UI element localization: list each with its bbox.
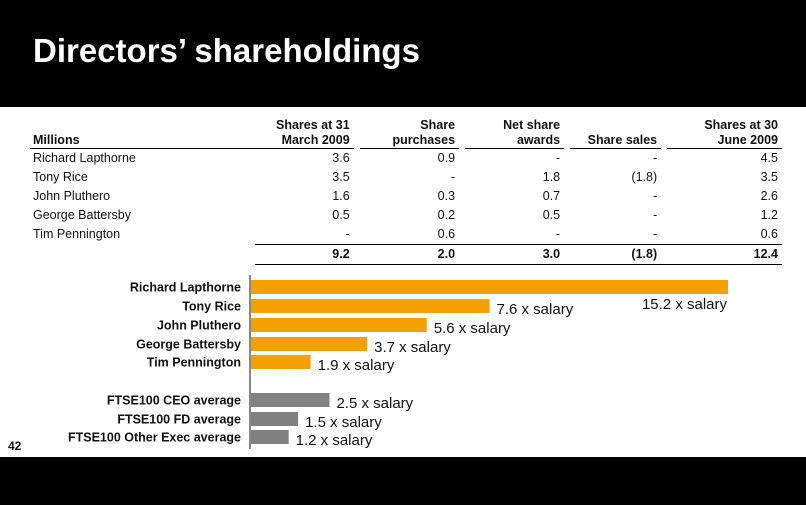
- bar: [251, 393, 330, 407]
- total-row-label: [30, 245, 255, 265]
- content-panel: Millions Shares at 31 March 2009 Share p…: [0, 107, 806, 457]
- bar-category-label: Tim Pennington: [147, 356, 241, 370]
- total-net-share-awards: 3.0: [464, 244, 565, 265]
- bar-category-label: Richard Lapthorne: [130, 281, 241, 295]
- bar: [251, 430, 289, 444]
- cell-shares-march: 3.5: [332, 170, 350, 184]
- cell-shares-june: 3.5: [760, 170, 778, 184]
- bar-category-label: John Pluthero: [157, 319, 241, 333]
- total-share-sales: (1.8): [569, 244, 662, 265]
- row-name: John Pluthero: [33, 189, 111, 203]
- bar-value-label: 7.6 x salary: [497, 301, 574, 318]
- total-share-purchases: 2.0: [359, 244, 460, 265]
- header-shares-june: Shares at 30 June 2009: [667, 116, 782, 149]
- cell-net-share-awards: 0.5: [542, 208, 561, 222]
- salary-multiple-chart: Richard Lapthorne 15.2 x salary Tony Rice 7…: [0, 267, 806, 457]
- cell-shares-june: 0.6: [760, 227, 778, 241]
- page-number: 42: [8, 439, 22, 453]
- cell-share-sales: (1.8): [631, 170, 658, 184]
- header-shares-june-line1: Shares at 30: [704, 118, 778, 132]
- header-share-purchases-line1: Share: [420, 118, 456, 132]
- header-shares-march: Shares at 31 March 2009: [254, 116, 354, 149]
- row-name: George Battersby: [33, 208, 131, 222]
- bar: [251, 412, 299, 426]
- cell-shares-june: 4.5: [760, 151, 778, 165]
- table-header-row: Millions Shares at 31 March 2009 Share p…: [30, 116, 782, 149]
- table-total-row: 9.2 2.0 3.0 (1.8) 12.4: [30, 244, 782, 265]
- bar: [251, 280, 728, 294]
- cell-shares-june: 2.6: [760, 189, 778, 203]
- row-name: Tim Pennington: [33, 227, 121, 242]
- header-shares-june-line2: June 2009: [717, 133, 778, 147]
- bar-chart-svg: Richard Lapthorne 15.2 x salary Tony Rice 7…: [68, 275, 728, 449]
- cell-shares-march: 1.6: [332, 189, 350, 203]
- total-shares-march: 9.2: [254, 244, 354, 265]
- bar-value-label: 3.7 x salary: [374, 339, 451, 356]
- header-shares-march-line1: Shares at 31: [276, 118, 350, 132]
- bar-value-label: 5.6 x salary: [434, 320, 511, 337]
- table-row: Tony Rice 3.5 - 1.8 (1.8) 3.5: [30, 168, 782, 187]
- bar-category-label: Tony Rice: [182, 300, 241, 314]
- header-net-share-awards-line1: Net share: [503, 118, 561, 132]
- cell-share-sales: -: [652, 227, 658, 241]
- cell-net-share-awards: 1.8: [542, 170, 561, 184]
- bar-value-label: 1.5 x salary: [305, 414, 382, 431]
- bar-category-label: FTSE100 FD average: [117, 413, 241, 427]
- bar: [251, 355, 311, 369]
- total-shares-june: 12.4: [667, 244, 782, 265]
- slide-title: Directors’ shareholdings: [33, 32, 420, 69]
- bar-value-label: 2.5 x salary: [336, 395, 413, 412]
- table-row: Tim Pennington - 0.6 - - 0.6: [30, 225, 782, 245]
- slide-header: Directors’ shareholdings: [0, 0, 806, 107]
- cell-share-purchases: 0.9: [437, 151, 456, 165]
- bar: [251, 318, 427, 332]
- cell-share-purchases: -: [450, 170, 456, 184]
- cell-share-sales: -: [652, 189, 658, 203]
- bar-value-label: 1.2 x salary: [296, 432, 373, 449]
- row-name: Tony Rice: [33, 170, 88, 184]
- header-shares-march-line2: March 2009: [281, 133, 350, 147]
- header-net-share-awards-line2: awards: [516, 133, 561, 147]
- header-share-sales: Share sales: [569, 116, 662, 149]
- table-row: George Battersby 0.5 0.2 0.5 - 1.2: [30, 206, 782, 225]
- table-row: John Pluthero 1.6 0.3 0.7 - 2.6: [30, 187, 782, 206]
- header-net-share-awards: Net share awards: [464, 116, 565, 149]
- cell-net-share-awards: 0.7: [542, 189, 561, 203]
- cell-shares-march: -: [345, 227, 350, 241]
- bar: [251, 299, 490, 313]
- row-name: Richard Lapthorne: [33, 151, 136, 165]
- cell-shares-june: 1.2: [760, 208, 778, 222]
- cell-share-purchases: 0.3: [437, 189, 456, 203]
- cell-net-share-awards: -: [555, 227, 561, 241]
- cell-share-purchases: 0.2: [437, 208, 456, 222]
- bar: [251, 337, 368, 351]
- bar-value-label: 15.2 x salary: [642, 296, 728, 313]
- cell-net-share-awards: -: [555, 151, 561, 165]
- cell-share-sales: -: [652, 151, 658, 165]
- bar-value-label: 1.9 x salary: [318, 357, 395, 374]
- header-share-sales-line2: Share sales: [587, 133, 658, 147]
- cell-shares-march: 3.6: [332, 151, 350, 165]
- cell-shares-march: 0.5: [332, 208, 350, 222]
- header-share-purchases-line2: purchases: [392, 133, 456, 147]
- bar-category-label: FTSE100 Other Exec average: [68, 431, 241, 445]
- header-share-purchases: Share purchases: [359, 116, 460, 149]
- shareholdings-table: Millions Shares at 31 March 2009 Share p…: [30, 116, 782, 265]
- cell-share-purchases: 0.6: [437, 227, 456, 241]
- slide-footer: [0, 457, 806, 505]
- table-row: Richard Lapthorne 3.6 0.9 - - 4.5: [30, 149, 782, 169]
- bar-category-label: George Battersby: [136, 338, 241, 352]
- header-millions: Millions: [30, 116, 255, 149]
- bar-category-label: FTSE100 CEO average: [107, 394, 241, 408]
- cell-share-sales: -: [652, 208, 658, 222]
